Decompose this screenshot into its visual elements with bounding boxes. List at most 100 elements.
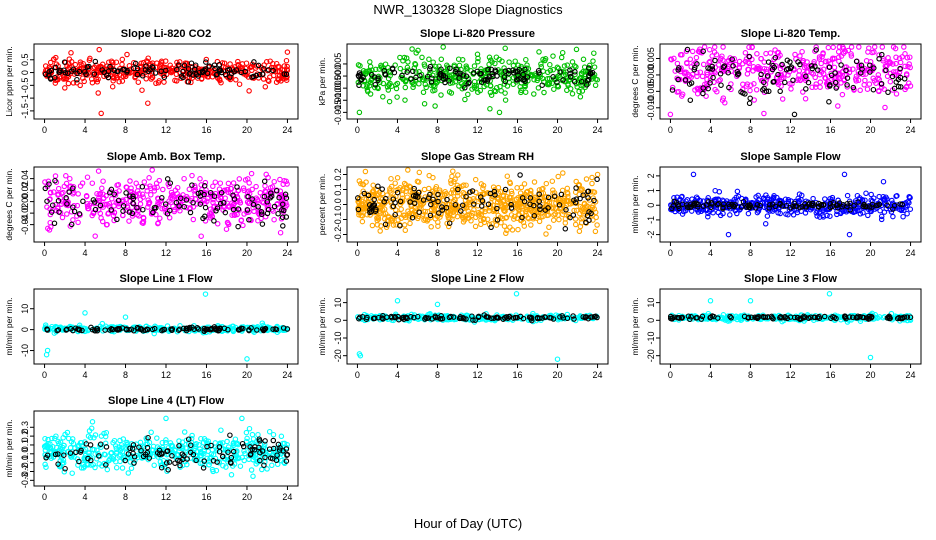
data-point-reference <box>570 313 576 319</box>
outlier-point <box>202 291 209 297</box>
data-point-reference <box>712 57 718 64</box>
data-point <box>871 44 878 50</box>
y-tick-label: -0.005 <box>646 79 656 105</box>
x-tick-label: 12 <box>161 248 171 258</box>
data-point-reference <box>545 194 552 201</box>
data-point <box>792 51 798 58</box>
data-point <box>541 89 547 96</box>
data-point-reference <box>583 314 589 320</box>
data-point-reference <box>212 65 218 72</box>
data-point-reference <box>97 202 104 209</box>
data-point-reference <box>56 69 63 75</box>
data-point <box>535 85 542 91</box>
data-point <box>498 199 504 206</box>
data-point <box>231 212 237 218</box>
y-axis-label: Licor ppm per min. <box>4 46 14 116</box>
data-point <box>567 86 574 92</box>
data-point-reference <box>534 314 541 321</box>
data-point <box>878 213 885 220</box>
data-point-reference <box>369 203 375 210</box>
data-point-reference <box>181 62 188 69</box>
data-point <box>143 58 150 64</box>
data-point <box>522 83 528 90</box>
x-tick-label: 4 <box>83 125 88 135</box>
data-point <box>229 212 235 218</box>
data-point-reference <box>818 201 825 208</box>
data-point <box>276 73 283 79</box>
data-point-reference <box>815 67 821 73</box>
data-point-reference <box>551 193 558 200</box>
y-tick-label: 0 <box>20 327 30 332</box>
data-point <box>502 97 509 103</box>
data-point <box>380 80 387 87</box>
data-point <box>416 313 423 320</box>
data-point-reference <box>428 201 434 208</box>
data-point-reference <box>150 209 156 216</box>
x-tick-label: 20 <box>242 248 252 258</box>
data-point <box>402 214 409 221</box>
data-point-reference <box>235 223 241 230</box>
data-point <box>459 85 465 92</box>
data-point <box>543 231 549 237</box>
data-point-reference <box>379 186 385 192</box>
data-point-reference <box>700 48 706 55</box>
data-point-reference <box>126 326 132 333</box>
y-tick-label: -2 <box>646 231 656 239</box>
data-point-reference <box>488 224 494 231</box>
data-point <box>446 89 453 95</box>
outlier-point <box>513 291 520 297</box>
y-axis-label: kPa per min. <box>317 58 327 106</box>
data-point-reference <box>407 199 413 205</box>
data-point-reference <box>757 202 763 209</box>
data-point-reference <box>177 195 184 201</box>
data-point-reference <box>832 70 838 76</box>
data-point <box>594 222 600 228</box>
data-point <box>796 198 803 204</box>
data-point-reference <box>844 82 850 88</box>
data-point-reference <box>83 71 89 78</box>
data-point-reference <box>399 72 405 79</box>
data-point <box>454 193 461 199</box>
data-point <box>277 176 283 183</box>
data-point-reference <box>382 71 388 77</box>
data-point <box>762 221 769 227</box>
data-point-reference <box>787 314 794 320</box>
data-point <box>559 211 566 218</box>
data-point-reference <box>531 202 537 209</box>
data-point-reference <box>261 193 268 200</box>
data-point <box>231 193 237 199</box>
x-tick-label: 12 <box>161 370 171 380</box>
data-point <box>42 179 48 185</box>
data-point <box>370 182 376 189</box>
data-point <box>412 205 419 211</box>
data-point-reference <box>404 69 410 75</box>
data-point-reference <box>827 201 834 207</box>
data-point-reference <box>167 207 173 214</box>
data-point-reference <box>779 203 786 209</box>
data-point <box>742 58 749 65</box>
data-point <box>364 84 370 90</box>
data-point-reference <box>878 81 885 87</box>
data-point <box>84 174 91 180</box>
data-point <box>475 194 481 201</box>
data-point-reference <box>463 73 470 80</box>
outlier-point <box>841 171 848 178</box>
data-point <box>862 77 868 84</box>
data-point <box>64 211 70 217</box>
data-point <box>865 212 871 219</box>
data-point <box>814 213 820 219</box>
data-point <box>115 203 122 210</box>
data-point <box>760 195 767 201</box>
data-point <box>260 76 267 82</box>
y-tick-label: 0.1 <box>333 183 343 196</box>
data-point-reference <box>767 202 773 208</box>
data-point-reference <box>120 208 126 214</box>
data-point <box>679 91 686 98</box>
outlier-point <box>880 178 887 185</box>
data-point <box>498 88 504 94</box>
data-point <box>416 169 423 176</box>
data-point-reference <box>687 97 694 103</box>
data-point <box>879 44 886 50</box>
x-tick-label: 24 <box>282 125 292 135</box>
data-point <box>55 185 62 192</box>
